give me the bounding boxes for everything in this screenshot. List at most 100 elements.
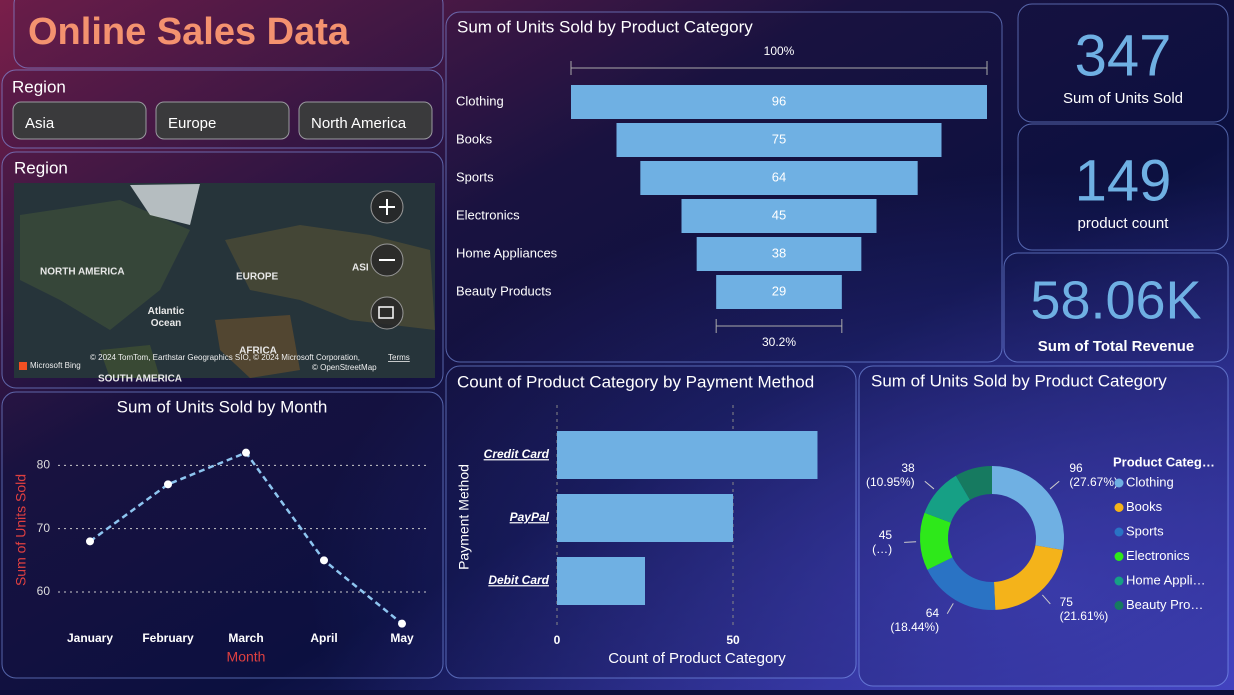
data-label: 29 xyxy=(772,283,786,298)
funnel-bar xyxy=(681,199,877,233)
map-land xyxy=(130,184,200,225)
x-tick-label: March xyxy=(228,631,263,645)
map-label: AFRICA xyxy=(239,346,277,357)
card-label: Sum of Total Revenue xyxy=(1038,338,1194,355)
slicer-option[interactable] xyxy=(155,101,290,140)
slicer-option-label: Asia xyxy=(25,115,55,132)
leader-line xyxy=(1049,480,1060,490)
chart-title: Sum of Units Sold by Product Category xyxy=(871,371,1167,390)
slicer-option[interactable] xyxy=(12,101,147,140)
leader-line xyxy=(946,603,954,614)
card-value: 347 xyxy=(1075,23,1172,88)
data-label: 75 xyxy=(772,131,786,146)
funnel-bar xyxy=(696,237,862,271)
data-point xyxy=(164,480,172,489)
category-label: Beauty Products xyxy=(456,283,552,298)
data-point xyxy=(86,537,94,546)
y-tick-label: 60 xyxy=(37,584,51,598)
card-value: 149 xyxy=(1075,148,1172,213)
slicer-option-label: North America xyxy=(311,115,407,132)
legend-label: Clothing xyxy=(1126,474,1174,489)
y-tick-label: Debit Card xyxy=(488,573,549,587)
card-value: 58.06K xyxy=(1030,270,1201,330)
card-label: product count xyxy=(1078,215,1170,232)
category-label: Clothing xyxy=(456,93,504,108)
data-point xyxy=(242,448,250,457)
legend-label: Sports xyxy=(1126,523,1164,538)
legend-title: Product Categ… xyxy=(1113,454,1215,469)
slicer-option-label: Europe xyxy=(168,115,216,132)
bar xyxy=(557,431,818,479)
legend-label: Home Appli… xyxy=(1126,572,1205,587)
card-label: Sum of Units Sold xyxy=(1063,90,1183,107)
x-tick-label: May xyxy=(390,631,414,645)
funnel-bar xyxy=(640,161,918,195)
donut-slice xyxy=(924,475,970,523)
x-tick-label: 50 xyxy=(726,633,740,647)
x-axis-label: Month xyxy=(227,649,266,665)
legend-marker xyxy=(1114,552,1124,561)
data-label: 75 xyxy=(1060,595,1074,609)
donut-slice xyxy=(919,512,953,570)
funnel-bar xyxy=(716,275,842,309)
map-osm: © OpenStreetMap xyxy=(312,363,377,372)
x-tick-label: April xyxy=(310,631,337,645)
legend-label: Electronics xyxy=(1126,548,1190,563)
map-control-icon xyxy=(378,306,394,319)
y-tick-label: 70 xyxy=(37,521,51,535)
legend-marker xyxy=(1114,601,1124,610)
slicer-option[interactable] xyxy=(298,101,433,140)
data-label: 38 xyxy=(772,245,786,260)
data-label: 45 xyxy=(879,528,893,542)
bar xyxy=(557,494,733,542)
panel xyxy=(1017,3,1229,123)
y-tick-label: Credit Card xyxy=(484,447,550,461)
x-tick-label: 0 xyxy=(554,633,561,647)
data-point xyxy=(320,556,328,565)
percent-label: (18.44%) xyxy=(890,620,939,634)
map-terms: Terms xyxy=(388,353,410,362)
percent-label: (…) xyxy=(872,542,892,556)
category-label: Home Appliances xyxy=(456,245,558,260)
donut-slice xyxy=(927,557,996,610)
map-label: ASI xyxy=(352,263,369,274)
percent-label: (21.61%) xyxy=(1060,609,1109,623)
category-label: Electronics xyxy=(456,207,520,222)
data-point xyxy=(398,619,406,628)
legend-label: Beauty Pro… xyxy=(1126,597,1203,612)
map-label: SOUTH AMERICA xyxy=(98,374,182,385)
y-tick-label: 80 xyxy=(37,458,51,472)
legend-marker xyxy=(1114,503,1124,512)
data-label: 64 xyxy=(772,169,786,184)
data-label: 64 xyxy=(926,606,940,620)
data-label: 96 xyxy=(1069,461,1083,475)
panel xyxy=(1003,252,1229,363)
legend-marker xyxy=(1114,576,1124,586)
map-land xyxy=(20,200,190,330)
map-land xyxy=(100,345,160,378)
percent-label: (27.67%) xyxy=(1069,475,1118,489)
x-tick-label: January xyxy=(67,631,113,645)
category-label: Books xyxy=(456,131,493,146)
map-control[interactable] xyxy=(370,296,404,330)
y-axis-label: Payment Method xyxy=(456,464,472,570)
legend-marker xyxy=(1114,527,1124,537)
map-land xyxy=(215,315,300,378)
map-attribution: © 2024 TomTom, Earthstar Geographics SIO… xyxy=(90,353,360,362)
map-title: Region xyxy=(14,158,68,177)
chart-title: Sum of Units Sold by Month xyxy=(117,397,328,416)
y-tick-label: PayPal xyxy=(510,510,550,524)
donut-slice xyxy=(955,466,992,500)
panel xyxy=(1,391,444,679)
chart-title: Count of Product Category by Payment Met… xyxy=(457,372,814,391)
data-label: 38 xyxy=(901,461,915,475)
panel xyxy=(1017,123,1229,251)
map-label: NORTH AMERICA xyxy=(40,267,125,278)
map-label: Atlantic Ocean xyxy=(148,306,185,329)
y-axis-label: Sum of Units Sold xyxy=(13,474,29,586)
data-label: 96 xyxy=(772,93,786,108)
chart-title: Sum of Units Sold by Product Category xyxy=(457,17,753,36)
map-brand: Microsoft Bing xyxy=(30,361,81,370)
